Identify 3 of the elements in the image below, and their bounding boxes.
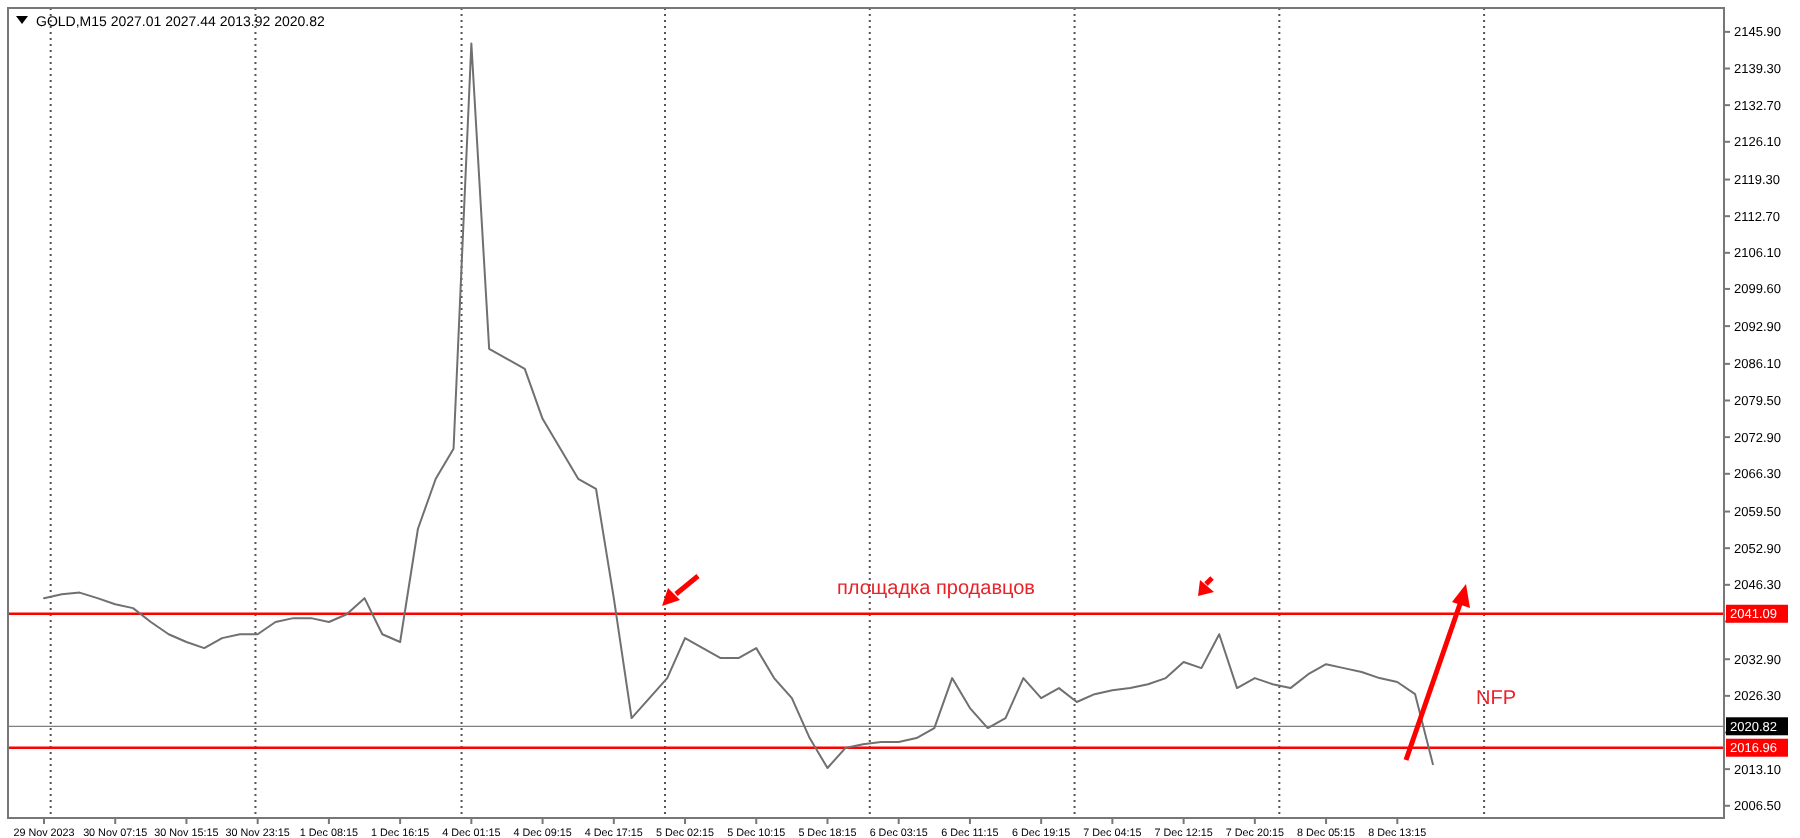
annotation: NFP: [1476, 688, 1517, 710]
line-series: [43, 42, 1434, 770]
annotation: площадка продавцов: [837, 578, 1035, 600]
